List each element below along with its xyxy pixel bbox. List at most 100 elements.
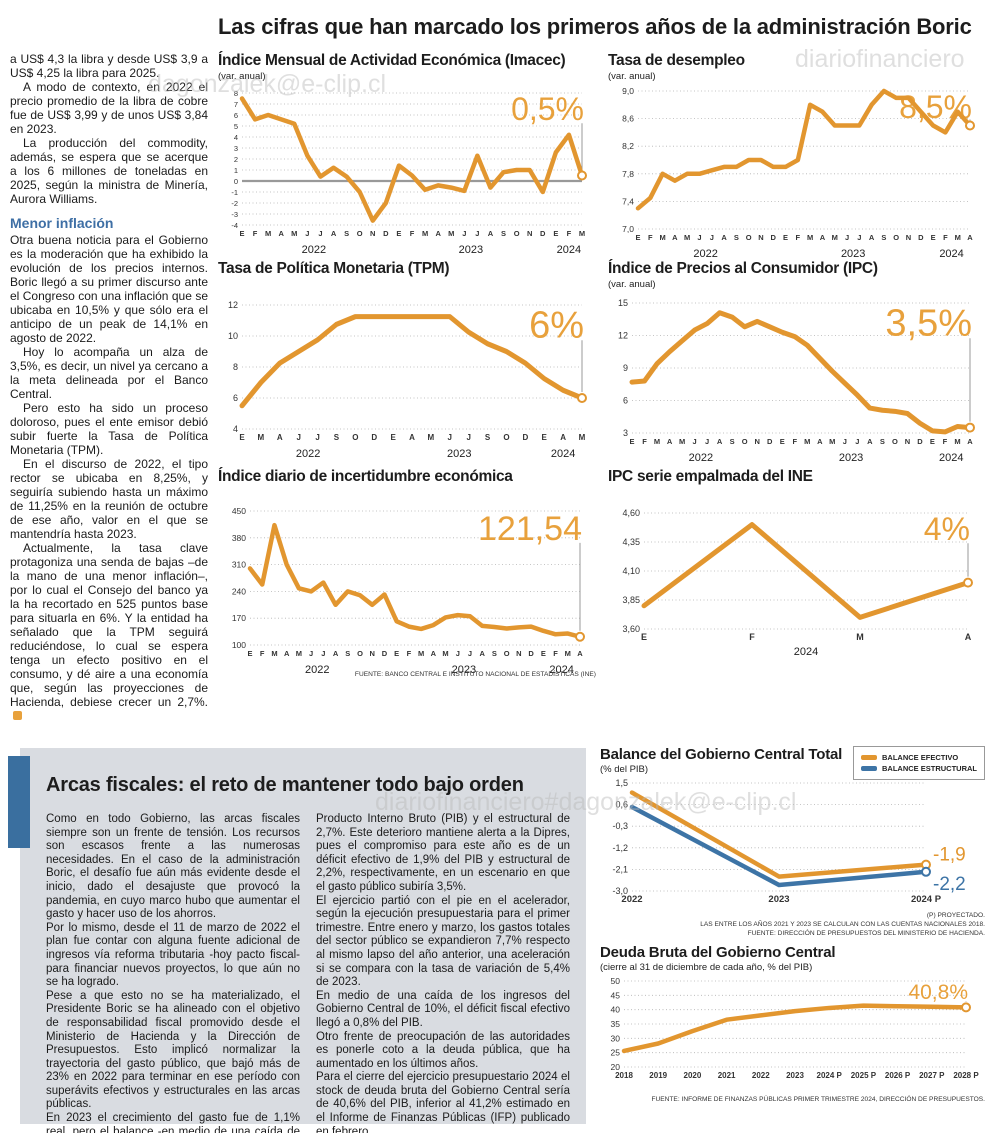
svg-text:-1: -1: [231, 188, 238, 197]
svg-text:2020: 2020: [684, 1071, 702, 1080]
svg-text:380: 380: [232, 533, 246, 543]
svg-text:4: 4: [234, 133, 238, 142]
svg-text:A: A: [333, 649, 339, 658]
svg-text:O: O: [514, 229, 520, 238]
svg-text:O: O: [503, 433, 509, 442]
svg-text:M: M: [442, 649, 448, 658]
svg-text:7: 7: [234, 100, 238, 109]
balance-legend: BALANCE EFECTIVO BALANCE ESTRUCTURAL: [853, 746, 985, 780]
article-paragraph: Pero esto ha sido un proceso doloroso, p…: [10, 401, 208, 457]
charts-grid: Índice Mensual de Actividad Económica (I…: [218, 52, 988, 712]
svg-text:A: A: [279, 229, 285, 238]
svg-text:2024: 2024: [794, 646, 818, 657]
chart-title: Índice Mensual de Actividad Económica (I…: [218, 52, 566, 69]
svg-text:J: J: [305, 229, 309, 238]
svg-text:2024: 2024: [939, 248, 963, 259]
svg-text:D: D: [528, 649, 534, 658]
chart-imacec: Índice Mensual de Actividad Económica (I…: [218, 52, 596, 255]
svg-text:4,10: 4,10: [622, 566, 640, 576]
svg-text:25: 25: [611, 1048, 621, 1058]
chart-title: Balance del Gobierno Central Total: [600, 746, 843, 763]
svg-text:8,5%: 8,5%: [899, 89, 972, 125]
svg-text:J: J: [693, 437, 697, 446]
arcas-fiscales-article: Arcas fiscales: el reto de mantener todo…: [20, 748, 586, 1133]
svg-text:0,5%: 0,5%: [511, 91, 584, 127]
article-paragraph: a US$ 4,3 la libra y desde US$ 3,9 a US$…: [10, 52, 208, 80]
svg-text:2023: 2023: [768, 894, 789, 905]
watermark-email-top: dagonzalek@e-clip.cl: [148, 70, 387, 98]
svg-text:3: 3: [623, 428, 628, 438]
svg-text:S: S: [880, 437, 885, 446]
svg-text:E: E: [629, 437, 634, 446]
chart-ipc-empalmada: IPC serie empalmada del INE 4,60 4,35 4,10…: [608, 468, 986, 657]
svg-text:N: N: [370, 229, 375, 238]
svg-text:A: A: [967, 437, 973, 446]
svg-text:-1,9: -1,9: [933, 845, 966, 866]
svg-text:E: E: [390, 433, 396, 442]
svg-text:2019: 2019: [649, 1071, 667, 1080]
watermark-brand-top: diariofinanciero: [795, 45, 965, 73]
svg-text:J: J: [475, 229, 479, 238]
svg-text:M: M: [422, 229, 428, 238]
article-paragraph: En 2023 el crecimiento del gasto fue de …: [46, 1112, 300, 1133]
svg-text:J: J: [845, 233, 849, 242]
article-paragraph: En el discurso de 2022, el tipo rector s…: [10, 457, 208, 541]
svg-text:J: J: [321, 649, 325, 658]
chart-subtitle: (var. anual): [608, 71, 656, 82]
svg-text:2022: 2022: [689, 452, 713, 463]
svg-text:D: D: [522, 433, 528, 442]
chart-tpm: Tasa de Política Monetaria (TPM) 12 10 8 6 4…: [218, 260, 596, 459]
svg-text:A: A: [672, 233, 678, 242]
svg-text:20: 20: [611, 1062, 621, 1072]
svg-text:8: 8: [233, 362, 238, 372]
svg-text:J: J: [309, 649, 313, 658]
svg-text:A: A: [409, 433, 415, 442]
svg-text:M: M: [565, 649, 571, 658]
svg-text:450: 450: [232, 506, 246, 516]
svg-text:8,6: 8,6: [622, 114, 634, 124]
svg-text:E: E: [931, 233, 936, 242]
svg-text:A: A: [577, 649, 583, 658]
article-paragraph: Como en todo Gobierno, las arcas fiscale…: [46, 813, 300, 921]
svg-text:2023: 2023: [839, 452, 863, 463]
svg-text:F: F: [407, 649, 412, 658]
svg-text:5: 5: [234, 122, 238, 131]
chart-subtitle: [218, 487, 596, 498]
svg-text:-3,0: -3,0: [612, 886, 628, 896]
legend-item-efectivo: BALANCE EFECTIVO: [861, 753, 977, 762]
chart-title: Tasa de desempleo: [608, 52, 745, 69]
article-subhead: Menor inflación: [10, 215, 114, 231]
svg-text:A: A: [721, 233, 727, 242]
svg-text:J: J: [697, 233, 701, 242]
chart-subtitle: (var. anual): [608, 279, 656, 290]
svg-text:F: F: [260, 649, 265, 658]
svg-text:30: 30: [611, 1033, 621, 1043]
chart-title: Tasa de Política Monetaria (TPM): [218, 260, 450, 277]
svg-text:2022: 2022: [296, 448, 320, 459]
svg-text:M: M: [258, 433, 265, 442]
svg-text:170: 170: [232, 613, 246, 623]
svg-text:J: J: [456, 649, 460, 658]
svg-text:D: D: [540, 229, 546, 238]
svg-text:2023: 2023: [786, 1071, 804, 1080]
svg-text:S: S: [334, 433, 340, 442]
svg-text:2021: 2021: [718, 1071, 736, 1080]
svg-text:N: N: [906, 233, 911, 242]
svg-text:2024: 2024: [549, 664, 573, 675]
svg-text:-2,2: -2,2: [933, 874, 966, 895]
svg-text:M: M: [955, 233, 961, 242]
svg-text:2025 P: 2025 P: [851, 1071, 877, 1080]
svg-text:2018: 2018: [615, 1071, 633, 1080]
chart-subtitle: (var. anual): [218, 71, 266, 82]
svg-text:D: D: [371, 433, 377, 442]
svg-text:S: S: [485, 433, 491, 442]
svg-text:S: S: [345, 649, 350, 658]
article-paragraph: Para el cierre del ejercicio presupuesta…: [316, 1071, 570, 1133]
svg-text:A: A: [331, 229, 337, 238]
svg-text:4%: 4%: [924, 511, 970, 547]
svg-text:7,4: 7,4: [622, 196, 634, 206]
svg-text:N: N: [516, 649, 521, 658]
svg-text:S: S: [344, 229, 349, 238]
